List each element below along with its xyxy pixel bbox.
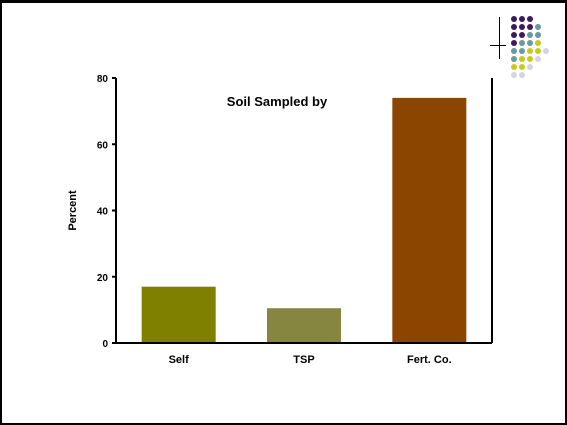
decorative-dot (511, 64, 517, 70)
decorative-dot (535, 40, 541, 46)
decorative-dot (511, 48, 517, 54)
x-tick-label: Fert. Co. (407, 354, 452, 366)
bar (141, 286, 216, 343)
y-tick-label: 60 (97, 140, 109, 151)
decorative-dot (519, 72, 525, 78)
y-tick-label: 80 (97, 74, 109, 85)
decorative-dot (543, 48, 549, 54)
decorative-dot (535, 32, 541, 38)
decorative-dot (527, 40, 533, 46)
y-tick-label: 0 (102, 339, 108, 350)
decorative-dot (519, 40, 525, 46)
bars-group (141, 97, 467, 343)
decorative-dot (511, 32, 517, 38)
decorative-dot (519, 32, 525, 38)
decorative-dot-pattern (2, 3, 565, 123)
decorative-dot (527, 48, 533, 54)
bar (392, 97, 467, 343)
decorative-dot (535, 56, 541, 62)
y-tick-label: 40 (97, 207, 109, 218)
decorative-dot (535, 24, 541, 30)
decorative-dot (527, 24, 533, 30)
decorative-dot (511, 16, 517, 22)
x-tick-label: Self (169, 354, 190, 366)
decorative-dot (527, 64, 533, 70)
decorative-dot (519, 48, 525, 54)
decorative-dot (519, 64, 525, 70)
decorative-dot (519, 16, 525, 22)
decorative-dot (511, 56, 517, 62)
decorative-dot (527, 32, 533, 38)
decorative-dot (519, 24, 525, 30)
decorative-dot (511, 24, 517, 30)
bar-chart: Self TSP Fert. Co. 0 20 40 60 80 Soil Sampled b… (67, 74, 493, 366)
decorative-vertical-line (499, 17, 500, 59)
decorative-dot (511, 40, 517, 46)
decorative-horizontal-line (490, 45, 506, 46)
decorative-dot (527, 56, 533, 62)
decorative-dot (527, 16, 533, 22)
decorative-dot (535, 48, 541, 54)
bar (267, 308, 341, 343)
x-tick-label: TSP (293, 354, 314, 366)
y-tick-label: 20 (97, 273, 109, 284)
axes-group: Self TSP Fert. Co. 0 20 40 60 80 (97, 74, 493, 366)
chart-title: Soil Sampled by (227, 94, 328, 109)
decorative-dot (511, 72, 517, 78)
y-axis-label: Percent (67, 190, 79, 231)
decorative-dot (519, 56, 525, 62)
